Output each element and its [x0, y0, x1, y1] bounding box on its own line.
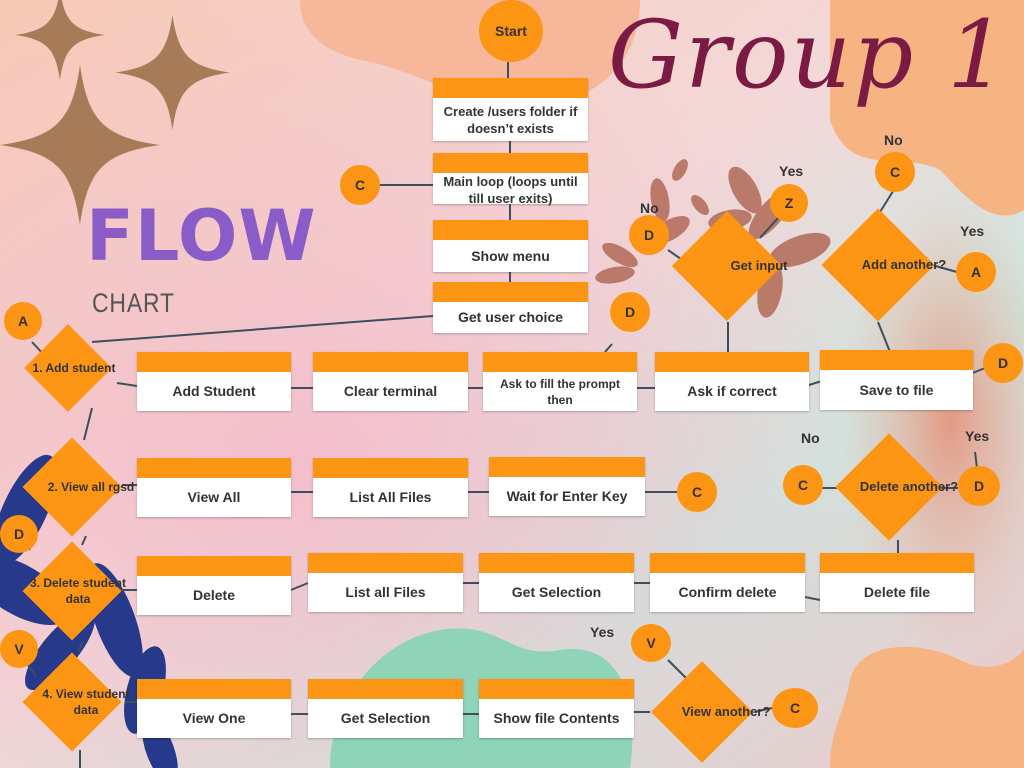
list-all-files-step: List All Files: [313, 458, 468, 517]
label-yes-delete-another: Yes: [965, 428, 990, 444]
connector-c-view-another: C: [772, 688, 818, 728]
connector-c-main-loop: C: [340, 165, 380, 205]
view-all-step: View All: [137, 458, 291, 517]
menu-view-all: 2. View all rgsd st: [20, 437, 148, 537]
connector-d-top: D: [610, 292, 650, 332]
ask-if-correct-label: Ask if correct: [687, 383, 777, 399]
save-to-file-step: Save to file: [820, 350, 973, 410]
main-loop-label: Main loop (loops until till user exits): [443, 174, 578, 206]
connector-c-add-no: C: [875, 152, 915, 192]
label-yes-add-another: Yes: [960, 223, 985, 239]
label-yes-get-input: Yes: [779, 163, 804, 179]
delete-another-decision: Delete another?: [835, 432, 958, 542]
label-no-delete-another: No: [801, 430, 820, 446]
menu-view-student-label: 4. View student data: [42, 687, 130, 717]
get-selection-view-label: Get Selection: [340, 710, 431, 726]
label-yes-view-another: Yes: [590, 624, 615, 640]
create-folder-label: Create /users folder if doesn’t exists: [443, 103, 578, 136]
create-folder-step: Create /users folder if doesn’t exists: [433, 78, 588, 141]
confirm-delete-step: Confirm delete: [650, 553, 805, 612]
get-input-label: Get input: [730, 258, 788, 273]
ask-fill-prompt-step: Ask to fill the prompt then: [483, 352, 637, 411]
add-student-label: Add Student: [172, 383, 256, 399]
connector-d-left: D: [0, 515, 38, 553]
connector-v-left: V: [0, 630, 38, 668]
clear-terminal-step: Clear terminal: [313, 352, 468, 411]
ask-fill-prompt-label: Ask to fill the prompt then: [500, 376, 620, 407]
menu-delete-student: 3. Delete student data: [18, 540, 126, 642]
add-student-step: Add Student: [137, 352, 291, 411]
menu-view-all-label: 2. View all rgsd st: [47, 480, 149, 494]
delete-file-step: Delete file: [820, 553, 974, 612]
menu-add-student: 1. Add student: [16, 324, 120, 412]
show-file-contents-step: Show file Contents: [479, 679, 634, 738]
view-all-label: View All: [187, 489, 241, 505]
connector-d-no: D: [629, 215, 669, 255]
delete-file-label: Delete file: [863, 584, 931, 600]
connector-c-view-all: C: [677, 472, 717, 512]
get-selection-delete-step: Get Selection: [479, 553, 634, 612]
delete-another-label: Delete another?: [859, 479, 959, 494]
label-no-get-input: No: [640, 200, 659, 216]
get-selection-view-step: Get Selection: [308, 679, 463, 738]
connector-d-delete-yes: D: [958, 466, 1000, 506]
save-to-file-label: Save to file: [859, 381, 934, 398]
ask-if-correct-step: Ask if correct: [655, 352, 809, 411]
start-node: Start: [479, 0, 543, 62]
view-another-label: View another?: [681, 704, 771, 719]
flow-title: FLOW: [86, 195, 317, 277]
show-menu-label: Show menu: [471, 247, 550, 264]
delete-step: Delete: [137, 556, 291, 615]
connector-a-yes: A: [956, 252, 996, 292]
chart-subtitle: CHART: [92, 288, 175, 318]
menu-view-student: 4. View student data: [18, 652, 130, 752]
connector-c-delete-no: C: [783, 465, 823, 505]
get-input-decision: Get input: [671, 210, 788, 322]
list-all-files-delete-label: List all Files: [345, 584, 426, 600]
main-loop-step: Main loop (loops until till user exits): [433, 153, 588, 206]
get-user-choice-label: Get user choice: [457, 309, 564, 325]
label-no-add-another: No: [884, 132, 903, 148]
group-title: Group 1: [608, 1, 1010, 110]
get-selection-delete-label: Get Selection: [511, 584, 602, 600]
wait-enter-key-label: Wait for Enter Key: [506, 488, 628, 504]
confirm-delete-label: Confirm delete: [678, 584, 777, 600]
list-all-files-label: List All Files: [349, 489, 432, 505]
show-menu-step: Show menu: [433, 220, 588, 272]
menu-add-student-label: 1. Add student: [32, 361, 116, 375]
wait-enter-key-step: Wait for Enter Key: [489, 457, 645, 516]
connector-v-yes: V: [631, 624, 671, 662]
connector-z: Z: [770, 184, 808, 222]
view-one-label: View One: [182, 710, 246, 726]
connector-a-left: A: [4, 302, 42, 340]
connector-d-save: D: [983, 343, 1023, 383]
add-another-label: Add another?: [861, 257, 947, 272]
add-another-decision: Add another?: [821, 208, 946, 322]
show-file-contents-label: Show file Contents: [493, 710, 620, 726]
clear-terminal-label: Clear terminal: [343, 383, 438, 399]
view-one-step: View One: [137, 679, 291, 738]
get-user-choice-step: Get user choice: [433, 282, 588, 333]
delete-label: Delete: [192, 587, 236, 603]
list-all-files-delete-step: List all Files: [308, 553, 463, 612]
view-another-decision: View another?: [648, 660, 770, 764]
menu-delete-student-label: 3. Delete student data: [29, 576, 127, 606]
